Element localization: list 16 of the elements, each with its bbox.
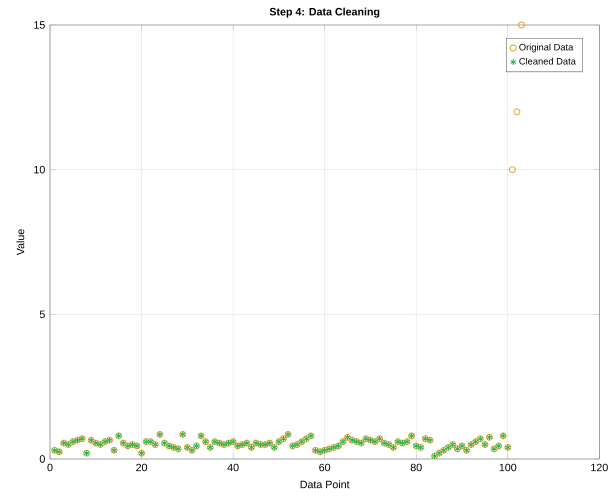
x-tick-label: 0 xyxy=(47,464,53,472)
y-tick-label: 0 xyxy=(40,455,45,463)
legend-label: Cleaned Data xyxy=(519,58,576,65)
chart-title: Step 4: Data Cleaning xyxy=(270,8,380,18)
x-tick-label: 40 xyxy=(227,464,239,472)
y-tick-label: 15 xyxy=(34,21,45,29)
x-tick-label: 120 xyxy=(591,464,608,472)
y-tick-label: 10 xyxy=(34,166,45,174)
x-tick-label: 20 xyxy=(136,464,148,472)
y-tick-label: 5 xyxy=(40,310,45,318)
x-tick-label: 60 xyxy=(319,464,330,472)
x-axis-title: Data Point xyxy=(300,480,350,488)
x-tick-label: 80 xyxy=(410,464,422,472)
y-axis-title: Value xyxy=(16,229,24,256)
x-tick-label: 100 xyxy=(500,464,516,472)
legend-label: Original Data xyxy=(519,44,574,52)
